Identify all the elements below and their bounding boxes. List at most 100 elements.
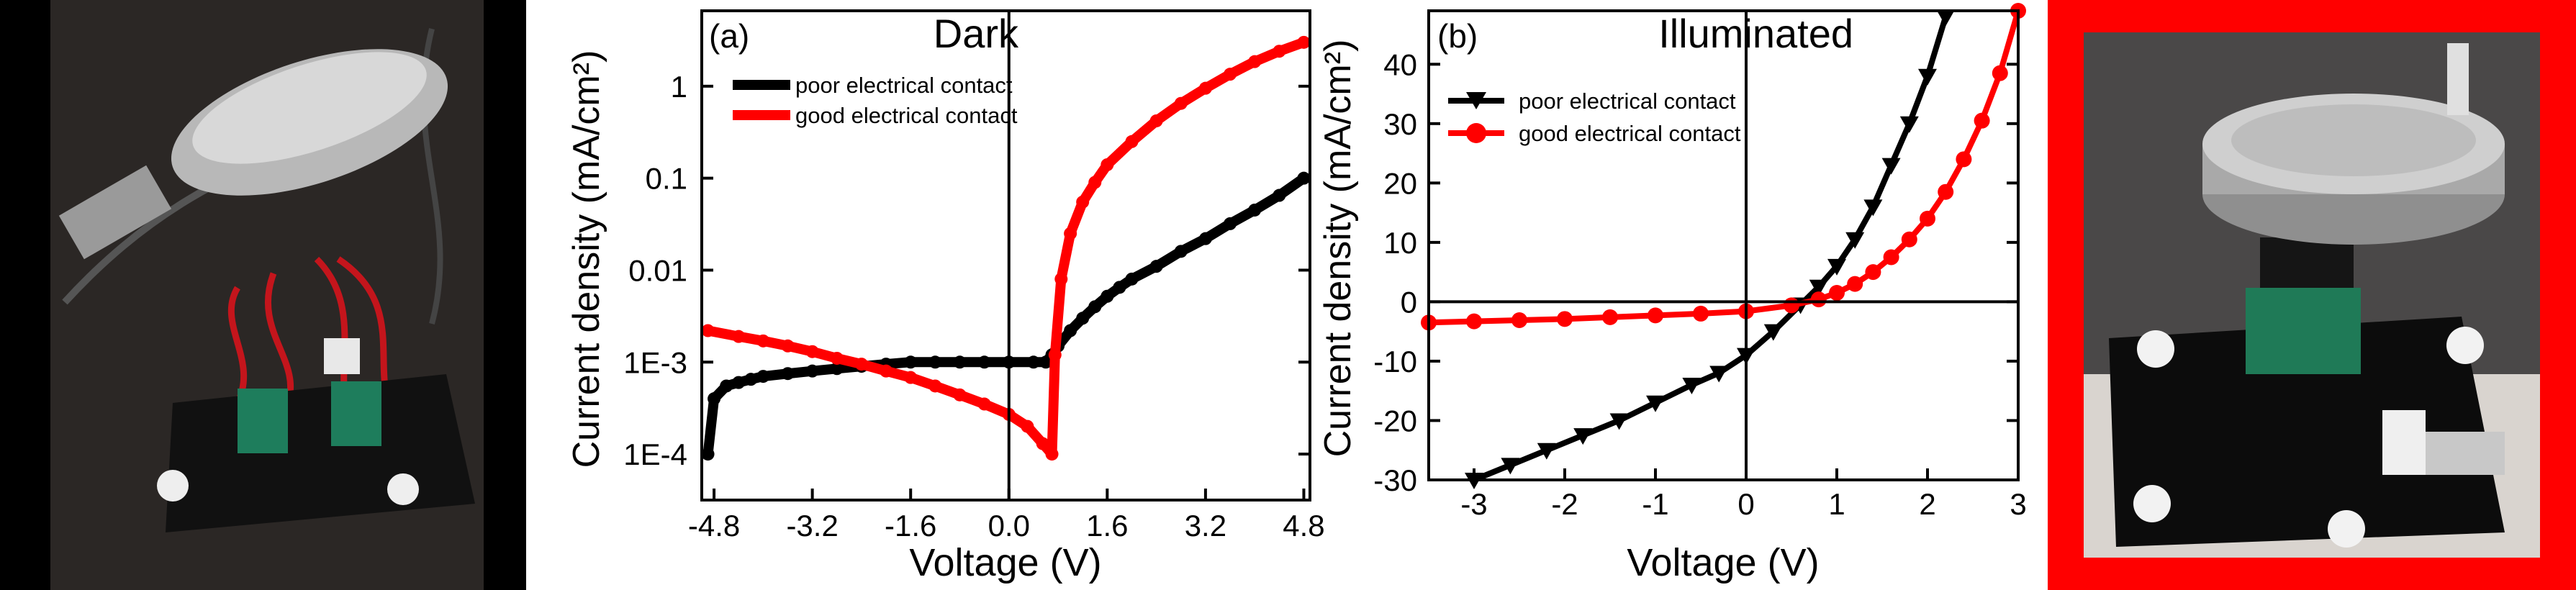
chart-b-point-good — [1847, 276, 1863, 292]
chart-a-point-good — [781, 339, 795, 353]
chart-b-series-group — [1421, 3, 2026, 489]
chart-a-point-good — [1273, 45, 1286, 58]
chart-b-series-line-poor — [1473, 16, 1949, 483]
chart-b-legend-label-poor: poor electrical contact — [1519, 88, 1736, 114]
chart-b-y-axis-label: Current density (mA/cm²) — [1317, 40, 1359, 458]
chart-a-point-good — [701, 324, 715, 337]
chart-a-point-poor — [928, 355, 942, 369]
chart-a-point-good — [953, 388, 967, 401]
chart-b-series-line-good — [1428, 9, 2021, 326]
chart-a-point-good — [1088, 176, 1102, 189]
chart-a-point-poor — [744, 373, 758, 386]
chart-b-x-tick-label: -1 — [1642, 487, 1668, 521]
chart-a-panel-label: (a) — [709, 17, 749, 55]
chart-b-point-poor — [1881, 158, 1901, 175]
chart-a-legend-label-poor: poor electrical contact — [795, 73, 1013, 98]
chart-b-legend-marker-poor — [1466, 92, 1486, 109]
chart-b-point-good — [1992, 65, 2008, 81]
chart-b-y-tick-label: 40 — [1383, 47, 1417, 81]
chart-b-x-tick-label: -3 — [1460, 487, 1487, 521]
chart-b: (b) Illuminated -3 -2 -1 0 1 2 3-30-20-1001020… — [1317, 3, 2027, 584]
chart-a-point-good — [1101, 158, 1114, 171]
chart-a-point-poor — [1101, 289, 1114, 303]
chart-a-point-good — [1076, 195, 1090, 209]
chart-a-point-good — [1048, 348, 1062, 362]
chart-b-point-poor — [1501, 458, 1520, 475]
chart-b-point-poor — [1863, 199, 1883, 217]
chart-a: (a) Dark -4.8 -3.2 -1.6 0.0 1.6 3.2 4.8 1E-4 1E-… — [566, 9, 1325, 584]
chart-a-point-poor — [953, 355, 967, 369]
chart-a-point-poor — [1174, 245, 1188, 258]
chart-b-point-poor — [1573, 428, 1593, 445]
chart-a-point-good — [805, 345, 819, 358]
chart-a-point-good — [977, 397, 991, 411]
chart-a-x-axis-label: Voltage (V) — [909, 541, 1101, 584]
chart-b-panel-label: (b) — [1437, 17, 1478, 55]
chart-b-point-good — [1784, 297, 1799, 314]
chart-b-point-good — [1602, 309, 1618, 325]
chart-a-x-tick-label: -3.2 — [786, 509, 838, 543]
chart-a-legend: poor electrical contact good electrical … — [733, 73, 1018, 128]
chart-b-x-tick-label: -2 — [1551, 487, 1578, 521]
chart-a-point-poor — [1224, 217, 1237, 230]
chart-b-point-good — [1829, 285, 1845, 301]
chart-a-frame — [700, 9, 1311, 502]
left-photo — [0, 0, 526, 590]
chart-b-point-good — [1466, 313, 1482, 330]
chart-a-point-poor — [1026, 355, 1040, 369]
chart-b-point-good — [1693, 305, 1709, 322]
chart-b-point-poor — [1763, 324, 1783, 341]
chart-a-point-poor — [1198, 232, 1212, 245]
chart-b-point-good — [1648, 307, 1663, 324]
chart-a-point-good — [1045, 448, 1059, 461]
chart-a-point-good — [1248, 55, 1262, 68]
chart-a-point-poor — [805, 364, 819, 378]
chart-a-point-good — [1036, 437, 1049, 450]
chart-a-point-good — [1054, 272, 1068, 286]
chart-a-y-tick-label: 0.01 — [628, 253, 687, 287]
chart-a-point-poor — [1273, 189, 1286, 202]
chart-b-legend: poor electrical contact good electrical … — [1448, 88, 1741, 146]
chart-b-point-poor — [1809, 279, 1828, 296]
chart-a-y-axis-label: Current density (mA/cm²) — [566, 50, 607, 468]
chart-b-point-good — [1956, 151, 1972, 168]
chart-a-x-tick-label: -4.8 — [688, 509, 740, 543]
chart-b-y-tick-label: -10 — [1373, 345, 1417, 378]
chart-b-title: Illuminated — [1658, 11, 1853, 56]
chart-b-legend-marker-good — [1466, 123, 1486, 143]
chart-a-point-poor — [1076, 312, 1090, 325]
chart-a-title: Dark — [934, 11, 1019, 56]
chart-a-y-tick-label: 1E-3 — [623, 345, 687, 379]
chart-b-point-poor — [1918, 68, 1937, 86]
chart-b-point-poor — [1646, 395, 1665, 412]
chart-a-x-tick-label: 4.8 — [1283, 509, 1324, 543]
chart-b-x-tick-label: 3 — [2010, 487, 2026, 521]
chart-a-point-good — [1198, 81, 1212, 95]
chart-a-legend-label-good: good electrical contact — [795, 103, 1018, 128]
chart-a-point-poor — [720, 379, 733, 393]
right-photo — [2048, 0, 2576, 590]
chart-b-point-good — [1883, 249, 1899, 266]
chart-b-point-good — [1865, 264, 1881, 281]
chart-b-point-good — [1901, 231, 1917, 248]
chart-a-point-poor — [1149, 260, 1163, 273]
chart-a-ticks-group: -4.8 -3.2 -1.6 0.0 1.6 3.2 4.8 1E-4 1E-3 0.01 0.1 1 — [623, 70, 1324, 543]
chart-b-y-tick-label: 10 — [1383, 226, 1417, 260]
chart-a-point-good — [904, 371, 918, 384]
chart-a-point-good — [880, 364, 893, 378]
chart-a-point-good — [1021, 419, 1034, 433]
chart-a-y-tick-label: 1E-4 — [623, 437, 687, 471]
chart-b-x-axis-label: Voltage (V) — [1627, 541, 1819, 584]
chart-b-y-tick-label: -20 — [1373, 404, 1417, 437]
chart-b-y-tick-label: -30 — [1373, 463, 1417, 497]
chart-b-x-tick-label: 0 — [1737, 487, 1754, 521]
chart-a-point-good — [1174, 96, 1188, 110]
chart-a-x-tick-label: 0.0 — [988, 509, 1030, 543]
chart-a-point-poor — [1125, 272, 1139, 286]
chart-a-point-good — [1224, 68, 1237, 81]
chart-a-point-good — [1125, 135, 1139, 148]
chart-b-point-good — [1938, 183, 1954, 200]
chart-a-point-poor — [1248, 203, 1262, 217]
chart-a-x-tick-label: 1.6 — [1086, 509, 1128, 543]
